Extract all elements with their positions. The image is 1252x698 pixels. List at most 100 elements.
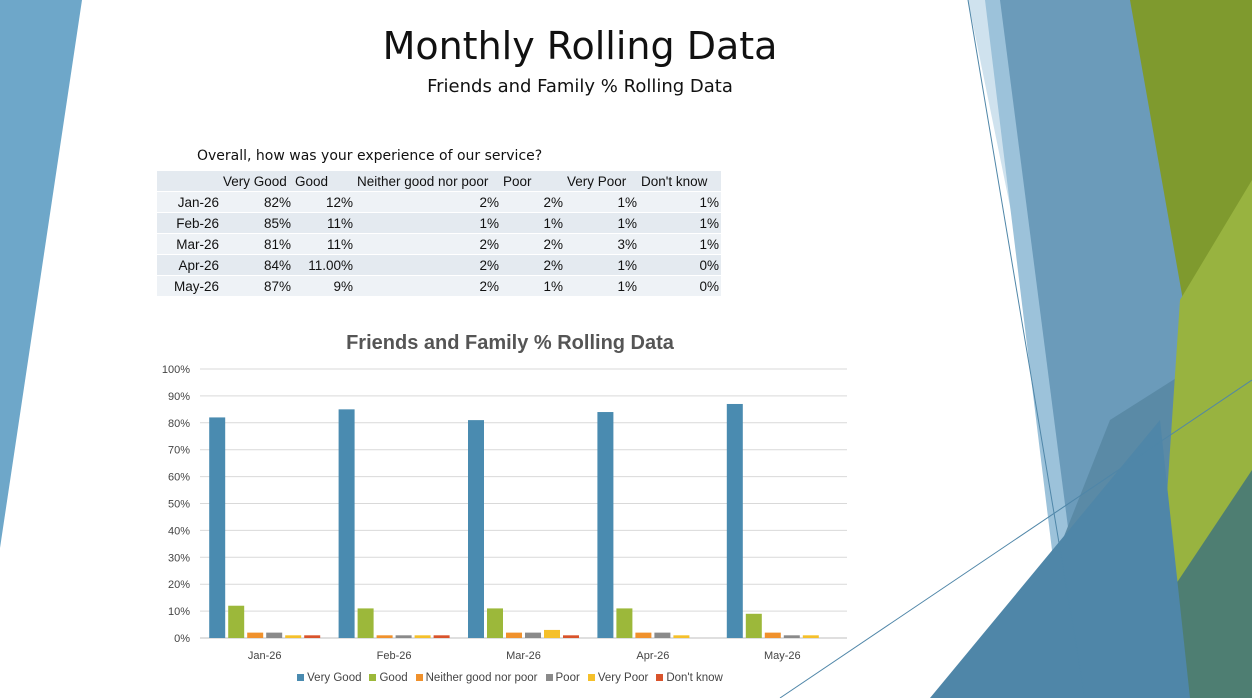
table-header-cell: Neither good nor poor — [357, 173, 489, 189]
table-cell: 11% — [326, 215, 353, 231]
table-cell: Mar-26 — [176, 236, 219, 252]
y-tick-label: 20% — [168, 579, 190, 591]
bar — [726, 403, 743, 638]
legend-swatch — [656, 674, 664, 682]
decor-line-2 — [779, 379, 1252, 698]
table-header-row: Very Good Good Neither good nor poor Poo… — [157, 171, 721, 192]
bar — [616, 608, 633, 638]
table-cell: Apr-26 — [178, 257, 219, 273]
y-tick-label: 30% — [168, 552, 190, 564]
bar — [487, 608, 503, 638]
table-cell: 85% — [263, 215, 291, 231]
bar — [544, 629, 560, 638]
table-cell: 2% — [543, 194, 563, 210]
legend-label: Neither good nor poor — [425, 672, 538, 684]
bar — [654, 632, 671, 638]
legend-item: Don't know — [656, 672, 723, 684]
right-accent-shape-lime — [1160, 180, 1252, 600]
table-cell: 2% — [543, 236, 563, 252]
table-cell: 1% — [543, 278, 563, 294]
table-cell: 2% — [479, 278, 499, 294]
table-header-cell: Poor — [503, 173, 532, 189]
bar — [414, 635, 431, 638]
table-row: Feb-26 85% 11% 1% 1% 1% 1% — [157, 212, 721, 234]
bar — [506, 632, 522, 638]
left-accent-shape — [0, 0, 82, 548]
legend-item: Very Poor — [587, 672, 648, 684]
table-cell: 1% — [699, 194, 719, 210]
y-tick-label: 70% — [168, 445, 190, 457]
bar — [247, 632, 264, 638]
table-cell: 0% — [699, 278, 719, 294]
table-cell: 3% — [617, 236, 637, 252]
chart-legend: Very Good Good Neither good nor poor Poor Ve… — [150, 672, 870, 684]
table-cell: 11.00% — [308, 257, 353, 273]
results-table: Very Good Good Neither good nor poor Poo… — [157, 171, 721, 297]
bar — [764, 632, 781, 638]
y-tick-label: 50% — [168, 499, 190, 511]
legend-label: Good — [379, 672, 408, 684]
table-header-cell: Don't know — [641, 173, 708, 189]
legend-item: Poor — [545, 672, 580, 684]
table-cell: 87% — [263, 278, 291, 294]
bar — [468, 420, 484, 638]
bar — [285, 635, 302, 638]
table-cell: 82% — [263, 194, 291, 210]
y-tick-label: 90% — [168, 391, 190, 403]
bar — [304, 635, 321, 638]
table-cell: 0% — [699, 257, 719, 273]
slide-title: Monthly Rolling Data — [382, 24, 778, 68]
chart-grid — [200, 368, 847, 639]
table-cell: 11% — [326, 236, 353, 252]
y-tick-label: 80% — [168, 418, 190, 430]
bar — [745, 613, 762, 638]
bar — [635, 632, 652, 638]
table-cell: 1% — [543, 215, 563, 231]
bar — [597, 412, 614, 638]
x-tick-label: May-26 — [764, 650, 801, 662]
x-tick-label: Jan-26 — [248, 650, 282, 662]
legend-item: Good — [369, 672, 408, 684]
table-cell: 2% — [479, 257, 499, 273]
y-tick-label: 40% — [168, 525, 190, 537]
legend-swatch — [369, 674, 377, 682]
y-tick-label: 0% — [174, 633, 190, 645]
bar — [209, 417, 226, 638]
bar — [357, 608, 374, 638]
legend-swatch — [415, 674, 423, 682]
table-cell: 1% — [479, 215, 499, 231]
table-cell: 81% — [263, 236, 291, 252]
bar — [673, 635, 690, 638]
table-header-cell — [157, 171, 221, 192]
table-cell: 1% — [617, 278, 637, 294]
legend-label: Very Good — [307, 672, 362, 684]
table-cell: 1% — [617, 215, 637, 231]
legend-item: Neither good nor poor — [415, 672, 538, 684]
table-cell: May-26 — [173, 278, 219, 294]
slide-subtitle: Friends and Family % Rolling Data — [427, 76, 733, 97]
bar — [783, 635, 800, 638]
legend-label: Don't know — [666, 672, 723, 684]
table-cell: 2% — [543, 257, 563, 273]
table-row: Mar-26 81% 11% 2% 2% 3% 1% — [157, 233, 721, 255]
table-cell: 12% — [325, 194, 353, 210]
table-cell: 1% — [699, 215, 719, 231]
table-header-cell: Very Good — [223, 173, 287, 189]
bar — [525, 632, 541, 638]
bar — [266, 632, 283, 638]
y-axis: 0% 10% 20% 30% 40% 50% 60% 70% 80% 90% 100% — [162, 364, 190, 645]
table-cell: Feb-26 — [176, 215, 219, 231]
bar — [802, 635, 819, 638]
right-accent-shape-navy — [930, 420, 1190, 698]
y-tick-label: 60% — [168, 472, 190, 484]
table-cell: 1% — [617, 194, 637, 210]
table-header-cell: Very Poor — [567, 173, 627, 189]
x-tick-label: Feb-26 — [377, 650, 412, 662]
decor-line-1 — [967, 0, 1086, 698]
bar — [563, 635, 579, 638]
bar — [433, 635, 450, 638]
table-row: Jan-26 82% 12% 2% 2% 1% 1% — [157, 191, 721, 213]
bar — [228, 605, 245, 638]
table-header-cell: Good — [295, 173, 329, 189]
